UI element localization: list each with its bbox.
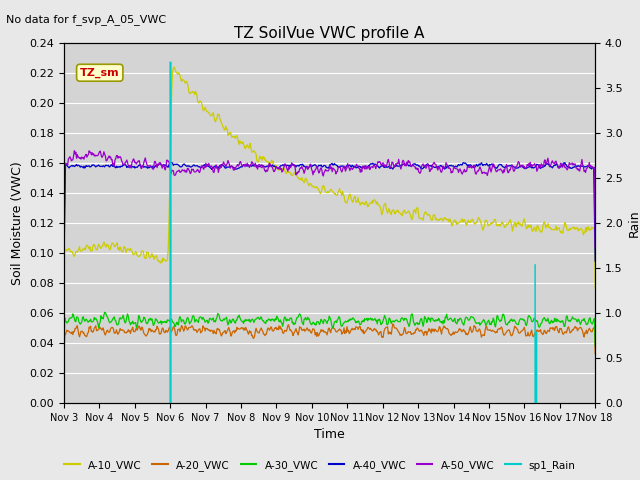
Legend: A-10_VWC, A-20_VWC, A-30_VWC, A-40_VWC, A-50_VWC, sp1_Rain: A-10_VWC, A-20_VWC, A-30_VWC, A-40_VWC, … — [60, 456, 580, 475]
X-axis label: Time: Time — [314, 429, 345, 442]
Title: TZ SoilVue VWC profile A: TZ SoilVue VWC profile A — [234, 25, 425, 41]
Y-axis label: Rain: Rain — [628, 209, 640, 237]
Text: No data for f_svp_A_05_VWC: No data for f_svp_A_05_VWC — [6, 14, 166, 25]
Y-axis label: Soil Moisture (VWC): Soil Moisture (VWC) — [11, 161, 24, 285]
Text: TZ_sm: TZ_sm — [80, 68, 120, 78]
